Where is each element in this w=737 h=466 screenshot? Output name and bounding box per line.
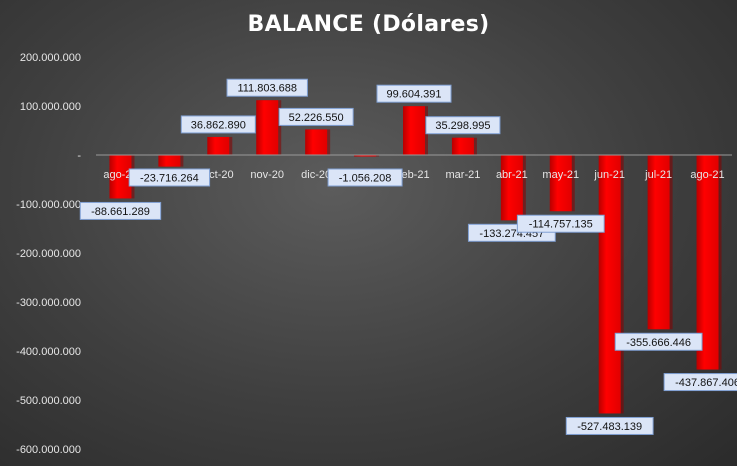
y-tick-label: 100.000.000 [20,101,81,113]
y-tick-label: -500.000.000 [16,395,81,407]
data-label-text: -88.661.289 [91,206,150,218]
bar [158,155,181,167]
bar [647,155,670,330]
bar [451,137,474,155]
y-tick-label: -100.000.000 [16,199,81,211]
data-label: -88.661.289 [79,201,162,220]
y-tick-label: -300.000.000 [16,297,81,309]
data-label-box [128,168,211,187]
data-label-text: -114.757.135 [529,219,593,231]
bar [500,155,523,221]
y-tick-label: -400.000.000 [16,346,81,358]
data-label-box [663,373,737,392]
x-tick-label: dic-20 [301,169,331,181]
data-label-text: -355.666.446 [626,337,691,349]
data-label-box [516,214,605,233]
data-label-box [327,168,403,187]
data-label-text: 36.862.890 [191,119,246,131]
data-label: 52.226.550 [278,107,354,126]
data-label-text: -23.716.264 [140,173,199,185]
data-label: 35.298.995 [425,116,501,135]
data-label-text: -527.483.139 [577,421,642,433]
data-label-box [79,201,162,220]
data-label-box [278,107,354,126]
bar [109,155,132,199]
x-tick-label: nov-20 [250,169,284,181]
x-tick-label: jul-21 [644,169,672,181]
data-label: -355.666.446 [614,332,703,351]
bar [207,136,230,155]
bar [403,106,425,155]
y-tick-label: -200.000.000 [16,248,81,260]
y-tick-label: 200.000.000 [20,52,81,64]
bar [305,129,328,155]
data-label-text: 35.298.995 [435,120,490,132]
bar [256,100,279,155]
data-label-box [226,78,308,97]
x-tick-label: ago-21 [690,169,724,181]
data-label-text: 111.803.688 [237,83,297,95]
data-label-box [565,416,654,435]
bar [598,155,621,414]
data-label-text: -1.056.208 [339,173,392,185]
x-tick-label: abr-21 [496,169,528,181]
data-label: -23.716.264 [128,168,211,187]
data-label-text: 52.226.550 [289,112,344,124]
data-label: -114.757.135 [516,214,605,233]
data-label-box [614,332,703,351]
data-label: 36.862.890 [180,115,256,134]
data-label: 99.604.391 [376,84,452,103]
data-label-box [376,84,452,103]
y-tick-label: -600.000.000 [16,444,81,456]
x-tick-label: may-21 [542,169,579,181]
data-label-text: -437.867.406 [675,377,737,389]
bar [549,155,572,212]
x-tick-label: feb-21 [398,169,429,181]
data-label: -527.483.139 [565,416,654,435]
y-tick-label: - [77,150,81,162]
x-tick-label: jun-21 [593,169,625,181]
x-tick-label: oct-20 [203,169,234,181]
data-label-text: 99.604.391 [386,89,441,101]
data-label-box [180,115,256,134]
bar [354,155,377,157]
chart-title: BALANCE (Dólares) [247,12,490,37]
data-label-box [425,116,501,135]
data-label: 111.803.688 [226,78,308,97]
x-tick-label: mar-21 [446,169,481,181]
data-label: -437.867.406 [663,373,737,392]
data-label: -1.056.208 [327,168,403,187]
bar [696,155,719,370]
